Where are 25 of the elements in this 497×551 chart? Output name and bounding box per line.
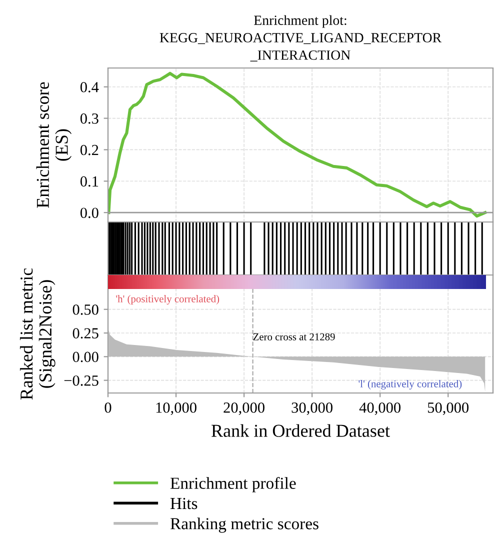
y-tick-label: 0.3 [80, 113, 98, 124]
y-tick-label: −0.25 [64, 375, 98, 386]
legend-label: Ranking metric scores [170, 518, 318, 533]
x-tick-label: 10,000 [156, 402, 196, 415]
y-tick-label: 0.2 [80, 144, 98, 156]
x-tick-label: 50,000 [428, 402, 469, 415]
x-tick-label: 30,000 [292, 402, 332, 415]
y-tick-label: 0.25 [72, 328, 98, 339]
legend-label: Hits [170, 498, 198, 510]
y-tick-label: 0.1 [80, 176, 98, 187]
y-tick-label: 0.00 [72, 352, 98, 362]
y-tick-label: 0.0 [80, 208, 98, 218]
annotation: Zero cross at 21289 [253, 333, 335, 340]
chart-title: Enrichment plot: KEGG_NEUROACTIVE_LIGAND_RECEPTOR _INTERACTION [160, 15, 442, 62]
legend-label: Enrichment profile [170, 477, 296, 492]
x-tick-label: 40,000 [359, 402, 401, 415]
y-tick-label: 0.50 [72, 304, 98, 315]
x-tick-label: 0 [104, 402, 112, 413]
x-tick-label: 20,000 [224, 402, 264, 415]
x-axis-title: Rank in Ordered Dataset [212, 424, 390, 437]
y-axis-title: Enrichment score (ES) [36, 82, 72, 208]
annotation: 'l' (negatively correlated) [358, 380, 462, 390]
annotation: 'h' (positively correlated) [116, 295, 220, 305]
y-tick-label: 0.4 [80, 82, 99, 92]
y-axis-title: Ranked list metric (Signal2Noise) [20, 268, 56, 400]
